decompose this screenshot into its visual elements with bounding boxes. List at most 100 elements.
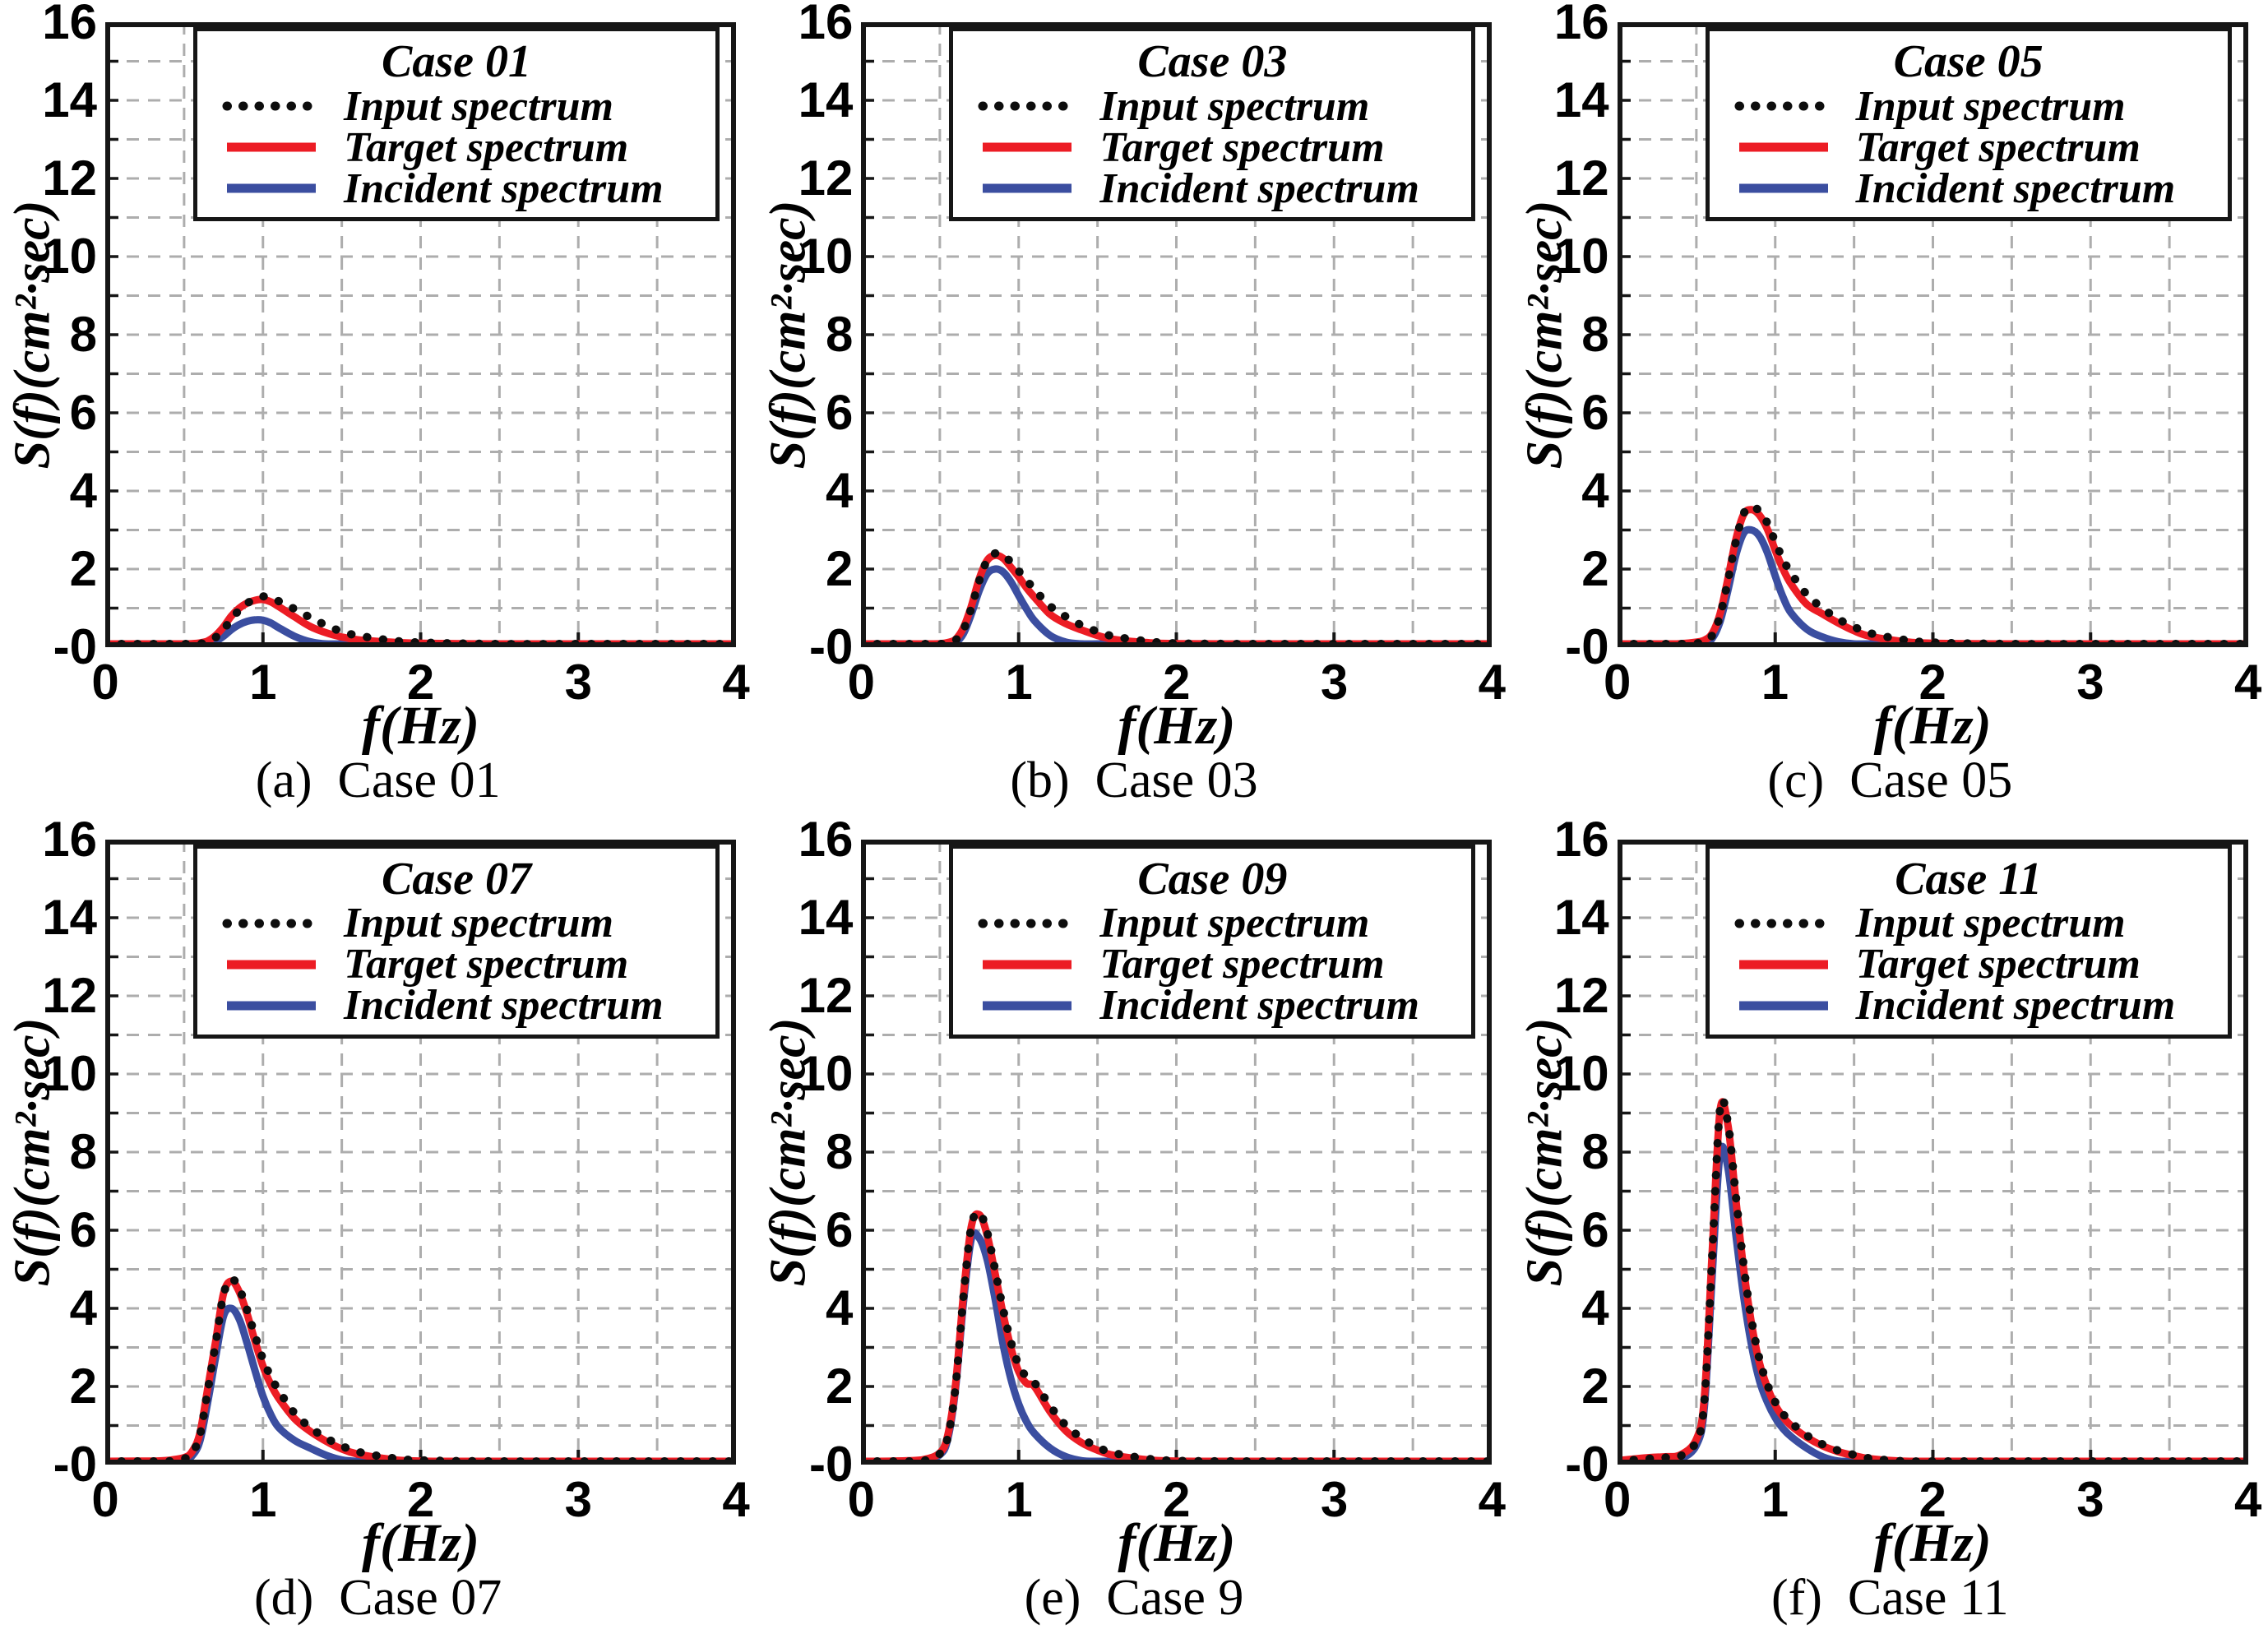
- y-tick-label: 8: [69, 307, 97, 362]
- legend-title: Case 05: [1893, 36, 2044, 87]
- y-tick-label: 4: [1581, 1280, 1609, 1335]
- y-tick-label: 10: [798, 1045, 854, 1101]
- y-tick-label: 6: [1581, 385, 1609, 440]
- x-tick-label: 0: [91, 655, 119, 710]
- plot-canvas: [861, 839, 1493, 1465]
- legend-label-input-spectrum: Input spectrum: [1099, 82, 1370, 130]
- target-spectrum-line-icon: [983, 960, 1072, 969]
- plot-canvas: [1617, 839, 2248, 1465]
- y-tick-label: -0: [808, 619, 854, 674]
- legend-row-target-spectrum: Target spectrum: [953, 941, 1471, 988]
- y-tick-label: 6: [1581, 1201, 1609, 1257]
- y-tick-label: 6: [69, 385, 97, 440]
- legend-row-incident-spectrum: Incident spectrum: [197, 165, 715, 212]
- x-tick-label: 3: [564, 1471, 592, 1527]
- x-tick-label: 3: [2076, 655, 2104, 710]
- y-tick-label: 16: [798, 0, 854, 49]
- legend-row-target-spectrum: Target spectrum: [197, 124, 715, 171]
- y-tick-label: 4: [825, 463, 854, 518]
- x-tick-label: 2: [1919, 655, 1946, 710]
- legend-label-incident-spectrum: Incident spectrum: [1855, 982, 2176, 1029]
- legend-row-target-spectrum: Target spectrum: [197, 941, 715, 988]
- legend-label-incident-spectrum: Incident spectrum: [1099, 164, 1419, 212]
- x-tick-label: 2: [406, 655, 435, 710]
- legend-row-input-spectrum: Input spectrum: [197, 83, 715, 130]
- input-spectrum-line-icon: [1734, 101, 1833, 111]
- y-tick-label: 10: [1553, 1045, 1609, 1101]
- legend: Case 07 Input spectrum Target spectrum I…: [193, 844, 720, 1039]
- y-tick-label: 2: [825, 541, 854, 596]
- legend-row-input-spectrum: Input spectrum: [1710, 83, 2228, 130]
- incident-spectrum-line-icon: [983, 183, 1072, 193]
- y-tick-label: 6: [825, 385, 854, 440]
- y-tick-label: 8: [1581, 307, 1609, 362]
- y-tick-label: -0: [53, 1436, 97, 1492]
- legend: Case 05 Input spectrum Target spectrum I…: [1705, 27, 2232, 221]
- panel-case-03: S(f)(cm²·sec) 16 14 12 10 8 6 4 2 -0 Case 03 Inp…: [756, 0, 1511, 817]
- y-tick-label: 10: [42, 229, 97, 284]
- legend-row-input-spectrum: Input spectrum: [1710, 900, 2228, 947]
- x-tick-label: 2: [1163, 1471, 1191, 1527]
- incident-spectrum-line-icon: [227, 1001, 316, 1010]
- x-tick-label: 4: [1478, 1471, 1507, 1527]
- target-spectrum-line-icon: [227, 142, 316, 152]
- x-tick-label: 4: [1478, 655, 1507, 710]
- y-tick-label: 14: [798, 889, 854, 945]
- legend-label-target-spectrum: Target spectrum: [344, 941, 629, 988]
- x-tick-label: 1: [1005, 1471, 1033, 1527]
- x-tick-label: 2: [1919, 1471, 1946, 1527]
- x-tick-label: 1: [1005, 655, 1033, 710]
- y-tick-label: 4: [69, 1280, 97, 1335]
- x-tick-label: 0: [847, 655, 876, 710]
- legend-title: Case 01: [382, 36, 531, 87]
- legend-label-incident-spectrum: Incident spectrum: [344, 982, 664, 1029]
- y-tick-label: 2: [1581, 541, 1609, 596]
- legend-row-input-spectrum: Input spectrum: [953, 83, 1471, 130]
- x-tick-label: 2: [406, 1471, 435, 1527]
- y-tick-label: 8: [825, 1123, 854, 1179]
- y-tick-label: 4: [825, 1280, 854, 1335]
- x-tick-label: 3: [1320, 655, 1349, 710]
- x-tick-label: 1: [249, 655, 277, 710]
- legend-title: Case 09: [1137, 853, 1288, 905]
- x-tick-label: 3: [1320, 1471, 1349, 1527]
- x-tick-label: 4: [2233, 655, 2262, 710]
- y-tick-label: 16: [42, 811, 97, 867]
- y-tick-label: 14: [42, 889, 97, 945]
- plot-canvas: [861, 22, 1493, 647]
- y-tick-label: 10: [42, 1045, 97, 1101]
- y-tick-label: 12: [1553, 150, 1609, 206]
- x-axis-label: f(Hz): [362, 696, 479, 756]
- legend: Case 09 Input spectrum Target spectrum I…: [949, 844, 1476, 1039]
- y-tick-label: 16: [42, 0, 97, 49]
- y-tick-label: 10: [1553, 229, 1609, 284]
- y-tick-label: 8: [825, 307, 854, 362]
- legend-label-target-spectrum: Target spectrum: [1099, 941, 1385, 988]
- y-tick-label: 4: [69, 463, 97, 518]
- legend-label-input-spectrum: Input spectrum: [1099, 900, 1370, 947]
- y-tick-label: -0: [808, 1436, 854, 1492]
- panel-caption: (e) Case 9: [1024, 1569, 1244, 1626]
- legend-row-incident-spectrum: Incident spectrum: [953, 982, 1471, 1029]
- legend-row-incident-spectrum: Incident spectrum: [1710, 165, 2228, 212]
- panel-case-07: S(f)(cm²·sec) 16 14 12 10 8 6 4 2 -0 Case 07 Inp…: [0, 811, 756, 1634]
- incident-spectrum-line-icon: [1738, 183, 1828, 193]
- legend: Case 11 Input spectrum Target spectrum I…: [1705, 844, 2232, 1039]
- panel-case-11: S(f)(cm²·sec) 16 14 12 10 8 6 4 2 -0 Case 11 Inp…: [1512, 813, 2268, 1634]
- y-tick-label: 12: [798, 967, 854, 1023]
- x-tick-label: 1: [249, 1471, 277, 1527]
- y-tick-label: 12: [42, 967, 97, 1023]
- legend: Case 03 Input spectrum Target spectrum I…: [949, 27, 1476, 221]
- legend-label-input-spectrum: Input spectrum: [1855, 900, 2126, 947]
- target-spectrum-line-icon: [227, 960, 316, 969]
- x-tick-label: 3: [2076, 1471, 2104, 1527]
- y-tick-label: -0: [53, 619, 97, 674]
- legend-label-target-spectrum: Target spectrum: [1855, 123, 2141, 171]
- legend-title: Case 03: [1137, 36, 1288, 87]
- y-tick-label: 8: [69, 1123, 97, 1179]
- x-tick-label: 3: [564, 655, 592, 710]
- y-tick-label: 14: [798, 72, 854, 127]
- legend-label-input-spectrum: Input spectrum: [344, 82, 613, 130]
- plot-canvas: [105, 839, 736, 1465]
- legend-row-target-spectrum: Target spectrum: [1710, 941, 2228, 988]
